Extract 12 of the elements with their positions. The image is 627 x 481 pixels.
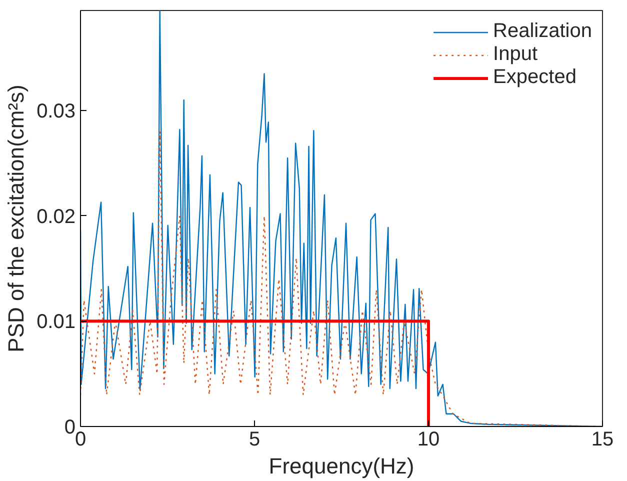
y-tick-label: 0.02 (36, 206, 76, 228)
x-axis-title: Frequency(Hz) (268, 454, 414, 478)
y-tick-label: 0.03 (36, 100, 76, 123)
legend-label: Expected (493, 66, 576, 89)
x-tick-label: 10 (417, 428, 440, 450)
line-series (80, 10, 602, 426)
y-tick-label: 0.01 (36, 311, 76, 334)
x-tick-label: 15 (591, 428, 614, 450)
legend-label: Input (493, 43, 538, 66)
legend-label: Realization (493, 20, 592, 43)
x-tick-label: 5 (248, 428, 260, 450)
y-axis-title: PSD of the excitation(cm²s) (4, 84, 29, 352)
